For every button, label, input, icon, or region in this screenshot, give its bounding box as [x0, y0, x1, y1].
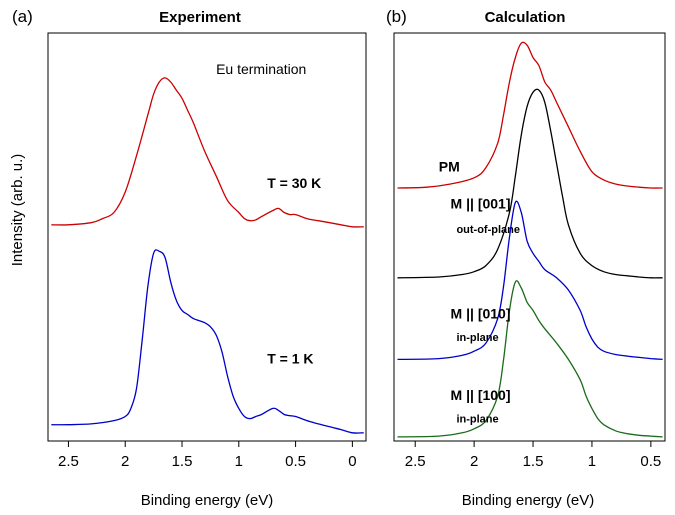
panel-calculation: (b) Calculation 2.5 2 1.5 1 0.5 PM M || [001]…: [386, 7, 666, 509]
x-tick-label: 1: [235, 453, 243, 470]
annotation-m001_sub: out-of-plane: [456, 224, 520, 236]
panel-b-x-axis-label: Binding energy (eV): [462, 492, 595, 509]
panel-a-x-ticks: 2.5 2 1.5 1 0.5 0: [58, 441, 357, 470]
panel-a-title: Experiment: [159, 9, 241, 26]
panel-a-annotations: Eu termination T = 30 K T = 1 K: [216, 61, 321, 367]
series-line-1: [397, 88, 663, 279]
series-line-0: [51, 77, 364, 228]
x-tick-label: 2.5: [405, 453, 426, 470]
series-line-0: [397, 41, 663, 189]
series-line-2: [397, 200, 663, 361]
panel-b-annotations: PM M || [001] out-of-plane M || [010] in-pla…: [439, 159, 520, 426]
annotation-m001: M || [001]: [451, 195, 511, 211]
annotation-termination: Eu termination: [216, 61, 306, 77]
annotation-m100_sub: in-plane: [456, 414, 498, 426]
series-line-3: [397, 280, 663, 438]
annotation-m100: M || [100]: [451, 387, 511, 403]
panel-experiment: (a) Experiment 2.5 2 1.5 1 0.5 0 Eu terminati…: [12, 7, 367, 509]
annotation-m010_sub: in-plane: [456, 332, 498, 344]
x-tick-label: 0.5: [285, 453, 306, 470]
panel-a-series: [51, 77, 364, 434]
panel-a-label: (a): [12, 7, 33, 26]
x-tick-label: 2: [121, 453, 129, 470]
panel-b-series: [397, 41, 663, 438]
panel-b-title: Calculation: [485, 9, 566, 26]
panel-b-frame: [393, 32, 666, 442]
x-tick-label: 2: [470, 453, 478, 470]
panel-a-frame: [47, 32, 367, 442]
annotation-m010: M || [010]: [451, 306, 511, 322]
annotation-pm: PM: [439, 159, 460, 175]
x-tick-label: 1.5: [172, 453, 193, 470]
x-tick-label: 2.5: [58, 453, 79, 470]
x-tick-label: 0.5: [640, 453, 661, 470]
x-tick-label: 1: [588, 453, 596, 470]
panel-b-label: (b): [386, 7, 407, 26]
annotation-t1: T = 1 K: [267, 350, 313, 366]
y-axis-label: Intensity (arb. u.): [9, 154, 26, 267]
annotation-t30: T = 30 K: [267, 175, 321, 191]
x-tick-label: 1.5: [523, 453, 544, 470]
panel-a-x-axis-label: Binding energy (eV): [141, 492, 274, 509]
panel-b-x-ticks: 2.5 2 1.5 1 0.5: [405, 441, 661, 470]
series-line-1: [51, 249, 364, 434]
x-tick-label: 0: [348, 453, 356, 470]
